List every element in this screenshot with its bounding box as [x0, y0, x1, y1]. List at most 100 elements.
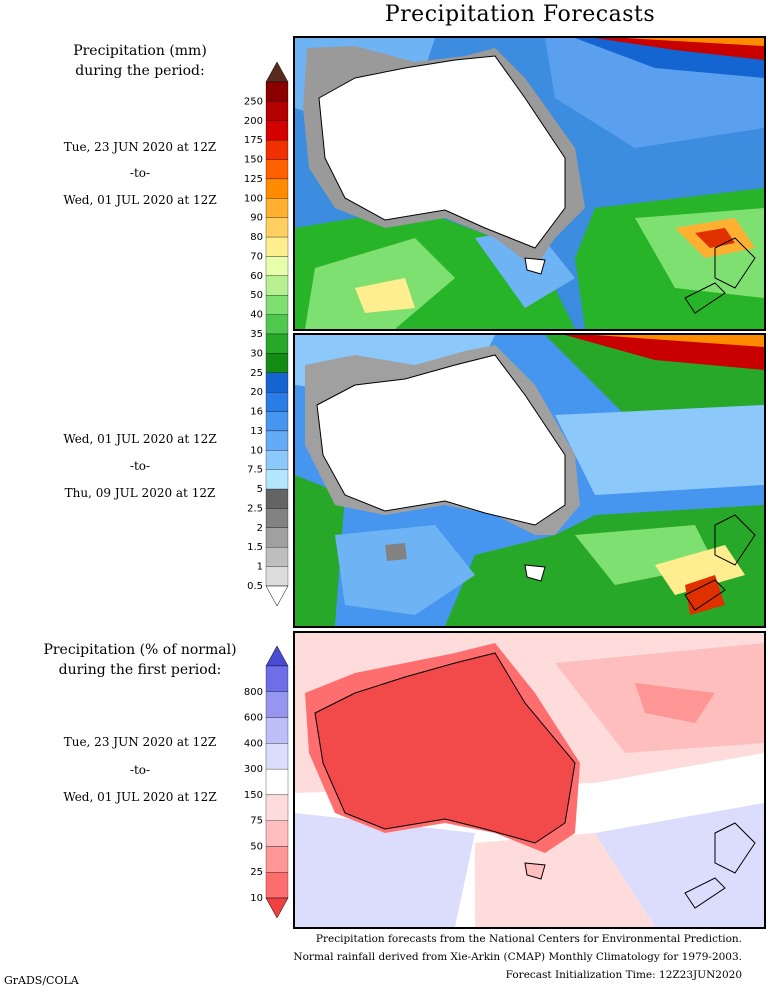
percent-colorbar-graphic: 800600400300150755025105 [244, 645, 289, 930]
period1-start: Tue, 23 JUN 2020 at 12Z [63, 140, 217, 154]
colorbar-tick-label: 75 [250, 816, 263, 827]
colorbar-tick-label: 150 [244, 790, 263, 801]
colorbar-tick-label: 20 [250, 387, 263, 398]
colorbar-box [265, 743, 289, 770]
colorbar-box [265, 159, 289, 180]
colorbar-tick-label: 300 [244, 764, 263, 775]
amount-heading-line1: Precipitation (mm) [73, 43, 207, 59]
colorbar-tick-label: 13 [250, 426, 263, 437]
colorbar-box [265, 794, 289, 821]
colorbar-bottom-triangle [265, 897, 289, 919]
colorbar-box [265, 295, 289, 315]
colorbar-box [265, 275, 289, 296]
colorbar-tick-label: 10 [250, 893, 263, 904]
grads-credit: GrADS/COLA [4, 974, 79, 987]
colorbar-tick-label: 200 [244, 116, 263, 127]
colorbar-tick-label: 0.5 [247, 581, 263, 592]
colorbar-box [265, 450, 289, 470]
colorbar-box [265, 846, 289, 873]
colorbar-tick-label: 80 [250, 232, 263, 243]
percent-colorbar: 800600400300150755025105 [230, 645, 294, 930]
colorbar-box [265, 372, 289, 393]
colorbar-box [265, 217, 289, 238]
colorbar-box [265, 547, 289, 567]
colorbar-tick-label: 600 [244, 713, 263, 724]
colorbar-box [265, 120, 289, 141]
colorbar-box [265, 820, 289, 847]
colorbar-top-triangle [265, 645, 289, 667]
colorbar-box [265, 411, 289, 432]
colorbar-tick-label: 40 [250, 310, 263, 321]
amount-heading-line2: during the period: [75, 63, 205, 79]
colorbar-box [265, 236, 289, 257]
colorbar-box [265, 665, 289, 692]
colorbar-tick-label: 30 [250, 348, 263, 359]
colorbar-tick-label: 70 [250, 251, 263, 262]
forecast-map-period1 [293, 36, 766, 331]
colorbar-box [265, 768, 289, 796]
colorbar-tick-label: 175 [244, 135, 263, 146]
footer-line1: Precipitation forecasts from the Nationa… [315, 933, 742, 945]
colorbar-tick-label: 25 [250, 368, 263, 379]
colorbar-box [265, 140, 289, 160]
colorbar-bottom-triangle [265, 585, 289, 607]
colorbar-tick-label: 1 [257, 562, 263, 573]
period1-sep: -to- [129, 166, 151, 180]
period1-end: Wed, 01 JUL 2020 at 12Z [63, 193, 217, 207]
amount-colorbar: 250 200 175 150 125 100 90 80 70 60 50 40 35 30 25 20 16… [230, 61, 294, 607]
colorbar-box [265, 488, 289, 509]
colorbar-tick-label: 60 [250, 271, 263, 282]
percent-period-start: Tue, 23 JUN 2020 at 12Z [63, 735, 217, 749]
colorbar-box [265, 333, 289, 354]
colorbar-box [265, 198, 289, 218]
colorbar-box [265, 691, 289, 718]
amount-colorbar-graphic: 2502001751501251009080706050403530252016… [244, 61, 289, 607]
footer-line3: Forecast Initialization Time: 12Z23JUN20… [505, 969, 742, 981]
percent-normal-map [293, 631, 766, 929]
colorbar-tick-label: 2.5 [247, 503, 263, 514]
percent-heading-line2: during the first period: [58, 662, 222, 678]
colorbar-tick-label: 35 [250, 329, 263, 340]
percent-normal-map-graphic [295, 633, 764, 927]
percent-heading: Precipitation (% of normal) during the f… [10, 640, 270, 680]
colorbar-top-triangle [265, 61, 289, 83]
percent-heading-line1: Precipitation (% of normal) [43, 642, 237, 658]
colorbar-box [265, 353, 289, 373]
colorbar-tick-label: 25 [250, 867, 263, 878]
colorbar-tick-label: 2 [257, 523, 263, 534]
colorbar-box [265, 81, 289, 102]
colorbar-box [265, 717, 289, 744]
footer-notes: Precipitation forecasts from the Nationa… [293, 930, 742, 984]
period2-start: Wed, 01 JUL 2020 at 12Z [63, 432, 217, 446]
colorbar-tick-label: 90 [250, 213, 263, 224]
colorbar-tick-label: 10 [250, 445, 263, 456]
colorbar-box [265, 872, 289, 899]
colorbar-tick-label: 125 [244, 174, 263, 185]
colorbar-box [265, 527, 289, 548]
amount-heading: Precipitation (mm) during the period: [10, 41, 270, 81]
colorbar-box [265, 256, 289, 276]
colorbar-tick-label: 150 [244, 155, 263, 166]
colorbar-tick-label: 50 [250, 841, 263, 852]
colorbar-tick-label: 250 [244, 96, 263, 107]
colorbar-tick-label: 50 [250, 290, 263, 301]
colorbar-tick-label: 1.5 [247, 542, 263, 553]
colorbar-box [265, 314, 289, 335]
colorbar-box [265, 566, 289, 587]
footer-line2: Normal rainfall derived from Xie-Arkin (… [293, 951, 742, 963]
percent-period-end: Wed, 01 JUL 2020 at 12Z [63, 790, 217, 804]
period2-end: Thu, 09 JUL 2020 at 12Z [64, 486, 216, 500]
colorbar-tick-label: 7.5 [247, 465, 263, 476]
colorbar-tick-label: 800 [244, 687, 263, 698]
forecast-map-period2 [293, 333, 766, 628]
period2-sep: -to- [129, 459, 151, 473]
colorbar-tick-label: 400 [244, 738, 263, 749]
forecast-map-period2-graphic [295, 335, 764, 626]
forecast-map-period1-graphic [295, 38, 764, 329]
colorbar-tick-label: 100 [244, 193, 263, 204]
colorbar-box [265, 508, 289, 528]
colorbar-box [265, 392, 289, 412]
colorbar-tick-label: 5 [257, 484, 263, 495]
page-title: Precipitation Forecasts [384, 2, 656, 27]
percent-period-sep: -to- [129, 763, 151, 777]
